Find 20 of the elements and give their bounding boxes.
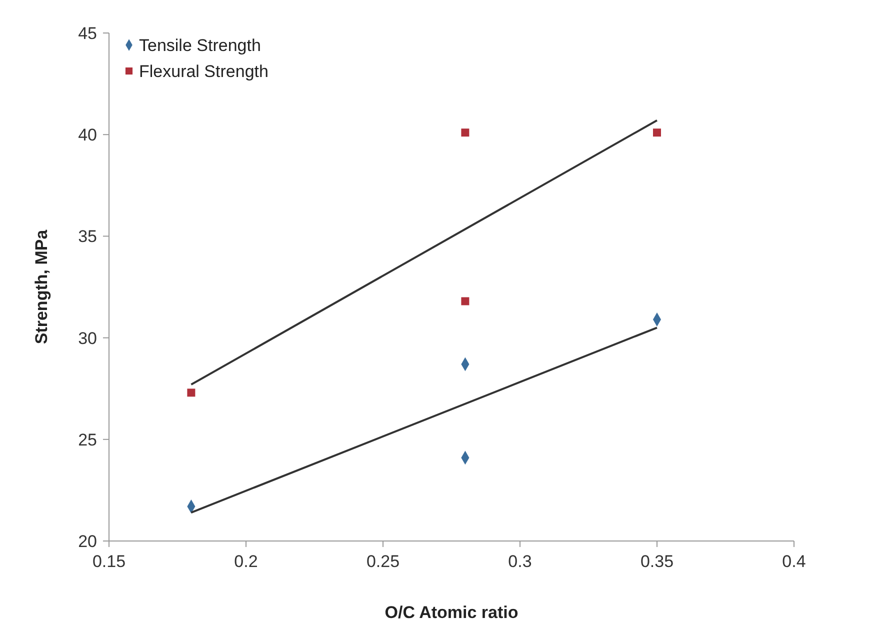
- point: [187, 388, 196, 397]
- x-tick-label: 0.4: [782, 552, 806, 571]
- y-tick-label: 20: [78, 532, 97, 551]
- y-tick-label: 45: [78, 24, 97, 43]
- x-tick-label: 0.15: [92, 552, 126, 571]
- x-tick-label: 0.35: [640, 552, 674, 571]
- point: [653, 128, 661, 137]
- y-tick-label: 25: [78, 430, 97, 450]
- x-axis-title: O/C Atomic ratio: [384, 603, 518, 622]
- x-tick-label: 0.25: [366, 552, 400, 571]
- y-tick-label: 35: [78, 227, 97, 246]
- y-tick-label: 30: [78, 328, 97, 348]
- legend-label: Flexural Strength: [139, 62, 268, 81]
- y-axis-title: Strength, MPa: [32, 229, 51, 344]
- x-tick-label: 0.3: [508, 552, 532, 571]
- x-tick-label: 0.2: [234, 552, 258, 571]
- y-tick-label: 40: [78, 126, 97, 145]
- point: [461, 297, 470, 306]
- legend-label: Tensile Strength: [139, 36, 261, 55]
- point: [461, 128, 470, 137]
